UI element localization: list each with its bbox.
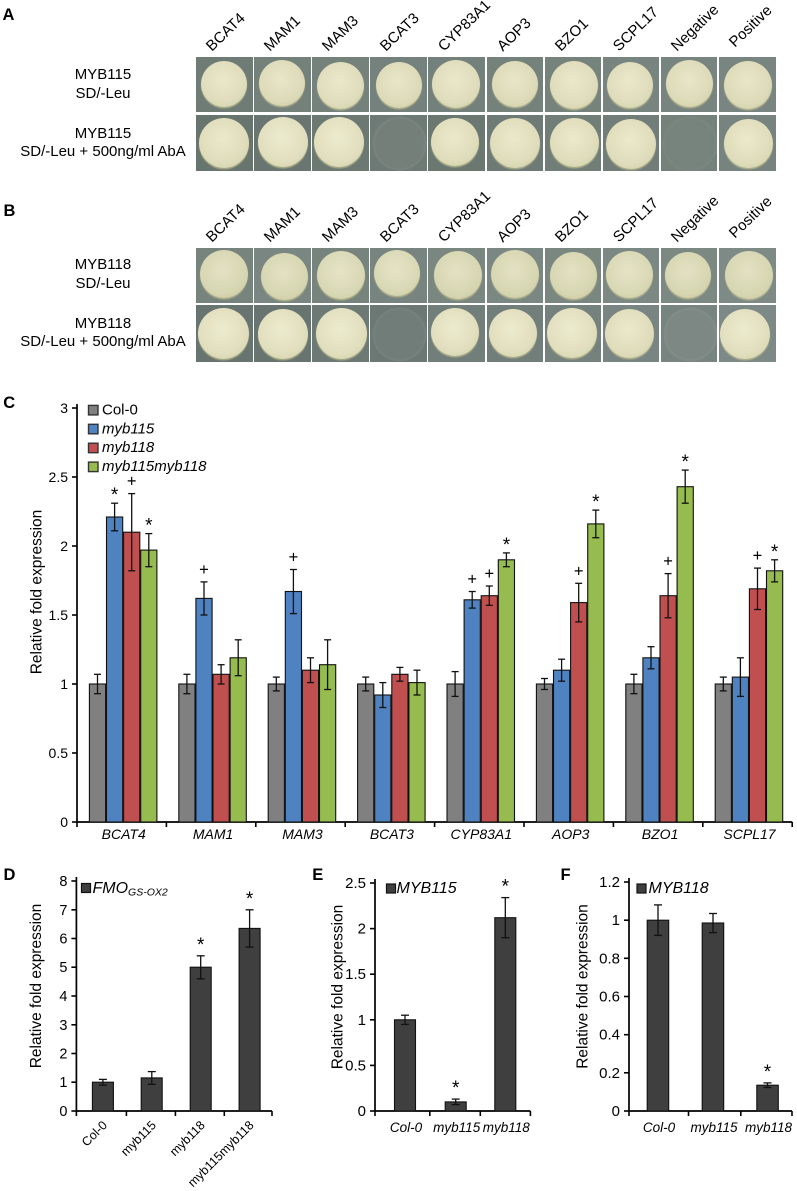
svg-text:*: * — [681, 452, 689, 473]
svg-text:1.5: 1.5 — [49, 607, 69, 623]
svg-text:*: * — [502, 877, 510, 898]
svg-text:MYB118: MYB118 — [649, 880, 709, 897]
svg-text:0.5: 0.5 — [49, 745, 69, 761]
svg-text:+: + — [127, 473, 137, 491]
svg-text:+: + — [753, 547, 763, 565]
svg-text:BZO1: BZO1 — [642, 826, 679, 842]
svg-text:myb115: myb115 — [118, 1118, 159, 1159]
svg-text:0: 0 — [59, 1104, 67, 1120]
svg-text:*: * — [111, 485, 119, 506]
svg-text:myb115: myb115 — [690, 1120, 738, 1135]
svg-text:*: * — [503, 535, 511, 556]
svg-text:Relative fold expression: Relative fold expression — [575, 904, 592, 1069]
svg-text:myb118: myb118 — [102, 439, 155, 456]
svg-text:2: 2 — [59, 1047, 67, 1063]
svg-text:1: 1 — [59, 1075, 67, 1091]
svg-text:0.4: 0.4 — [599, 1027, 620, 1044]
svg-text:3: 3 — [60, 400, 68, 416]
svg-text:1.2: 1.2 — [599, 874, 620, 891]
svg-text:+: + — [484, 565, 494, 583]
svg-text:0.5: 0.5 — [345, 1057, 366, 1074]
svg-text:Relative fold expression: Relative fold expression — [28, 904, 45, 1069]
svg-text:myb115: myb115 — [433, 1120, 481, 1135]
svg-text:Relative fold expression: Relative fold expression — [29, 510, 46, 675]
svg-text:+: + — [289, 549, 299, 567]
svg-text:*: * — [246, 889, 254, 910]
svg-text:Col-0: Col-0 — [79, 1118, 110, 1149]
svg-text:*: * — [592, 492, 600, 513]
svg-text:1: 1 — [358, 1012, 366, 1029]
svg-text:MAM3: MAM3 — [282, 826, 323, 842]
svg-text:*: * — [771, 542, 779, 563]
svg-text:+: + — [663, 553, 673, 571]
svg-text:0: 0 — [60, 814, 68, 830]
svg-text:CYP83A1: CYP83A1 — [451, 826, 512, 842]
svg-text:SCPL17: SCPL17 — [723, 826, 776, 842]
svg-text:MAM1: MAM1 — [193, 826, 233, 842]
svg-text:myb118: myb118 — [745, 1120, 793, 1135]
svg-text:Col-0: Col-0 — [390, 1120, 423, 1135]
svg-text:0.6: 0.6 — [599, 989, 620, 1006]
svg-text:2: 2 — [60, 538, 68, 554]
svg-text:myb118: myb118 — [483, 1120, 531, 1135]
svg-text:0: 0 — [612, 1103, 620, 1120]
svg-text:1: 1 — [60, 676, 68, 692]
svg-text:Col-0: Col-0 — [643, 1120, 676, 1135]
svg-text:BCAT3: BCAT3 — [370, 826, 414, 842]
svg-text:*: * — [197, 935, 205, 956]
svg-text:*: * — [452, 1078, 460, 1099]
svg-text:5: 5 — [59, 960, 67, 976]
svg-text:Col-0: Col-0 — [102, 401, 138, 418]
svg-text:1.5: 1.5 — [345, 966, 366, 983]
svg-text:+: + — [574, 562, 584, 580]
svg-text:0.2: 0.2 — [599, 1065, 620, 1082]
svg-text:myb115: myb115 — [102, 420, 155, 437]
svg-text:Relative fold expression: Relative fold expression — [330, 905, 347, 1070]
svg-text:2.5: 2.5 — [49, 469, 69, 485]
svg-text:1: 1 — [612, 912, 620, 929]
svg-text:8: 8 — [59, 874, 67, 890]
svg-text:3: 3 — [59, 1018, 67, 1034]
svg-text:myb115myb118: myb115myb118 — [102, 458, 207, 475]
svg-text:4: 4 — [59, 989, 67, 1005]
svg-text:0.8: 0.8 — [599, 950, 620, 967]
svg-text:+: + — [467, 571, 477, 589]
svg-text:6: 6 — [59, 932, 67, 948]
svg-text:+: + — [199, 561, 209, 579]
svg-text:BCAT4: BCAT4 — [102, 826, 146, 842]
svg-text:2: 2 — [358, 921, 366, 938]
svg-text:FMOGS-OX2: FMOGS-OX2 — [93, 880, 168, 899]
svg-text:*: * — [764, 1062, 772, 1083]
svg-text:*: * — [145, 516, 153, 537]
svg-text:AOP3: AOP3 — [551, 826, 590, 842]
svg-text:0: 0 — [358, 1103, 366, 1120]
svg-text:MYB115: MYB115 — [397, 880, 457, 897]
svg-text:myb118: myb118 — [167, 1118, 208, 1159]
svg-text:2.5: 2.5 — [345, 875, 366, 892]
svg-text:7: 7 — [59, 903, 67, 919]
